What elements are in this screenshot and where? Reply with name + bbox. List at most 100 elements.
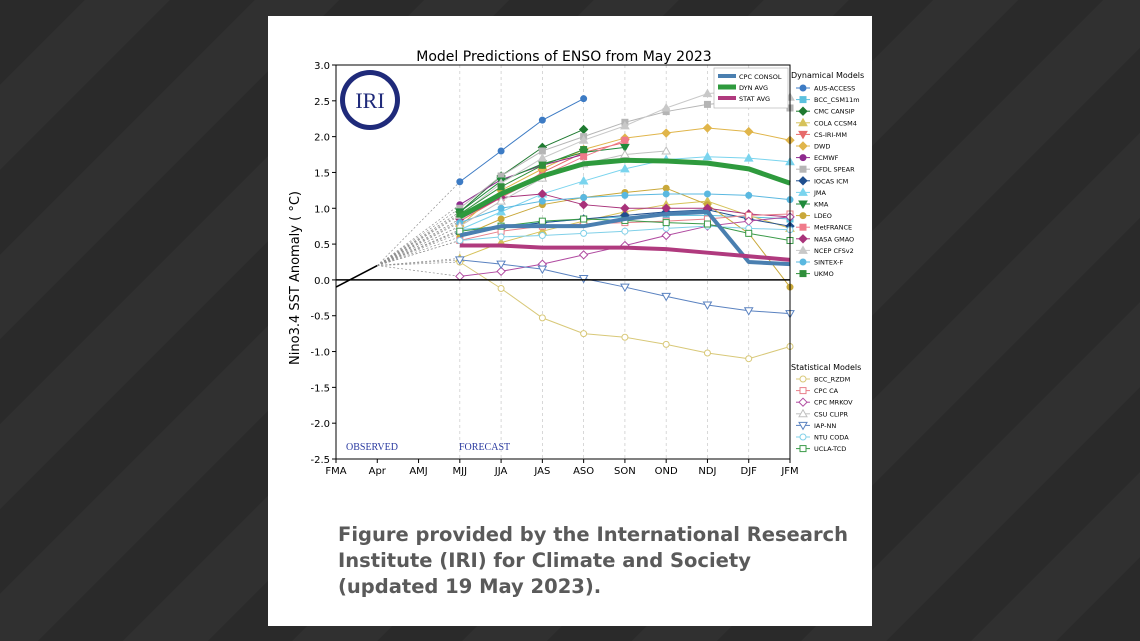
data-point [578, 199, 589, 210]
data-point [662, 184, 670, 192]
iri-logo-text: IRI [355, 88, 384, 113]
enso-chart: 3.0 2.5 2.0 1.5 1.0 0.5 0.0 -0.5 -1.0 -1.5 -2.0 -2.… [288, 49, 864, 477]
fan-line [377, 259, 460, 266]
y-tick-label: -2.5 [310, 455, 330, 466]
legend-marker [799, 375, 807, 383]
caption-line-1: Figure provided by the International Res… [338, 523, 848, 546]
legend-marker [798, 176, 808, 186]
data-point [580, 194, 588, 202]
data-point [454, 256, 465, 265]
legend-marker [798, 141, 808, 151]
legend-marker [799, 270, 807, 278]
legend-marker [799, 96, 807, 104]
legend-marker [798, 421, 808, 431]
x-tick-label: SON [614, 466, 636, 477]
series-stat-iap-nn [377, 256, 795, 319]
data-point [662, 340, 670, 348]
fan-line [377, 213, 461, 266]
legend-marker [799, 387, 807, 395]
legend-label: NTU CODA [814, 434, 849, 442]
y-tick-label: 1.0 [314, 204, 330, 215]
data-point [745, 355, 753, 363]
y-tick-label: 3.0 [314, 61, 330, 72]
x-tick-label: JFM [780, 466, 798, 477]
fan-line [377, 181, 461, 266]
legend-marker [798, 106, 808, 116]
consensus-stat-avg [459, 243, 791, 262]
legend-label: GFDL SPEAR [814, 166, 855, 174]
y-tick-label: 0.5 [314, 240, 330, 251]
legend-marker [799, 445, 807, 453]
figure-panel: 3.0 2.5 2.0 1.5 1.0 0.5 0.0 -0.5 -1.0 -1.5 -2.0 -2.… [268, 16, 872, 626]
plot-frame [335, 64, 791, 460]
data-point [580, 95, 588, 103]
data-point [497, 233, 505, 241]
data-point [702, 301, 713, 310]
legend-marker [798, 408, 808, 418]
y-tick-label: 0.0 [314, 276, 330, 287]
data-point [621, 136, 629, 144]
statistical-legend-title: Statistical Models [791, 363, 861, 372]
dynamical-legend-title: Dynamical Models [791, 71, 864, 80]
y-tick-label: -1.0 [310, 348, 330, 359]
legend-label: CSU CLIPR [814, 410, 848, 418]
figure-caption: Figure provided by the International Res… [338, 522, 858, 600]
data-point [538, 231, 546, 239]
data-point [702, 88, 713, 98]
legend-label: SINTEX-F [814, 259, 843, 267]
data-point [580, 153, 588, 161]
legend-marker [799, 258, 807, 266]
data-point [703, 190, 711, 198]
data-point [497, 215, 505, 223]
legend-label: BCC_CSM11m [814, 96, 860, 104]
legend-marker [798, 117, 808, 127]
data-point [661, 230, 671, 241]
x-tick-label: FMA [325, 466, 346, 477]
legend-label: UCLA-TCD [814, 445, 846, 453]
data-point [621, 191, 629, 199]
legend-marker [798, 245, 808, 254]
legend-label: AUS-ACCESS [814, 85, 855, 93]
series-line [459, 129, 584, 213]
data-point [620, 283, 630, 293]
legend-marker [798, 200, 808, 210]
consensus-legend-label: STAT AVG [739, 95, 770, 103]
fan-line [377, 204, 461, 266]
x-tick-label: JJA [494, 466, 508, 477]
y-tick-label: -1.5 [310, 383, 330, 394]
data-point [578, 135, 589, 144]
caption-line-2: Institute (IRI) for Climate and Society [338, 549, 751, 572]
data-point [496, 266, 506, 277]
data-point [538, 161, 546, 169]
fan-line [377, 207, 461, 266]
data-point [497, 147, 505, 155]
legend-label: MetFRANCE [814, 224, 852, 232]
data-point [496, 260, 506, 270]
x-tick-label: ASO [573, 466, 594, 477]
data-point [455, 271, 465, 282]
x-tick-label: JAS [533, 466, 550, 477]
data-point [702, 123, 713, 133]
data-point [578, 176, 589, 185]
data-point [743, 153, 754, 162]
legend-label: KMA [814, 201, 829, 209]
legend-label: NCEP CFSv2 [814, 247, 854, 255]
legend-label: COLA CCSM4 [814, 119, 857, 127]
fan-line [377, 261, 460, 266]
data-point [538, 147, 546, 155]
legend-label: CMC CANSIP [814, 108, 855, 116]
fan-line [377, 233, 460, 266]
legend-label: NASA GMAO [814, 235, 854, 243]
y-tick-label: 1.5 [314, 168, 330, 179]
fan-line [377, 225, 460, 266]
legend-label: JMA [813, 189, 827, 197]
series-dyn-aus-access [377, 95, 588, 266]
y-tick-label: 2.0 [314, 133, 330, 144]
chart-title: Model Predictions of ENSO from May 2023 [416, 49, 711, 65]
data-point [621, 333, 629, 341]
series-line [459, 149, 584, 215]
legend-label: LDEO [814, 212, 832, 220]
legend-label: CPC MRKOV [814, 399, 853, 407]
y-tick-label: -2.0 [310, 419, 330, 430]
forecast-annotation: FORECAST [459, 442, 510, 453]
